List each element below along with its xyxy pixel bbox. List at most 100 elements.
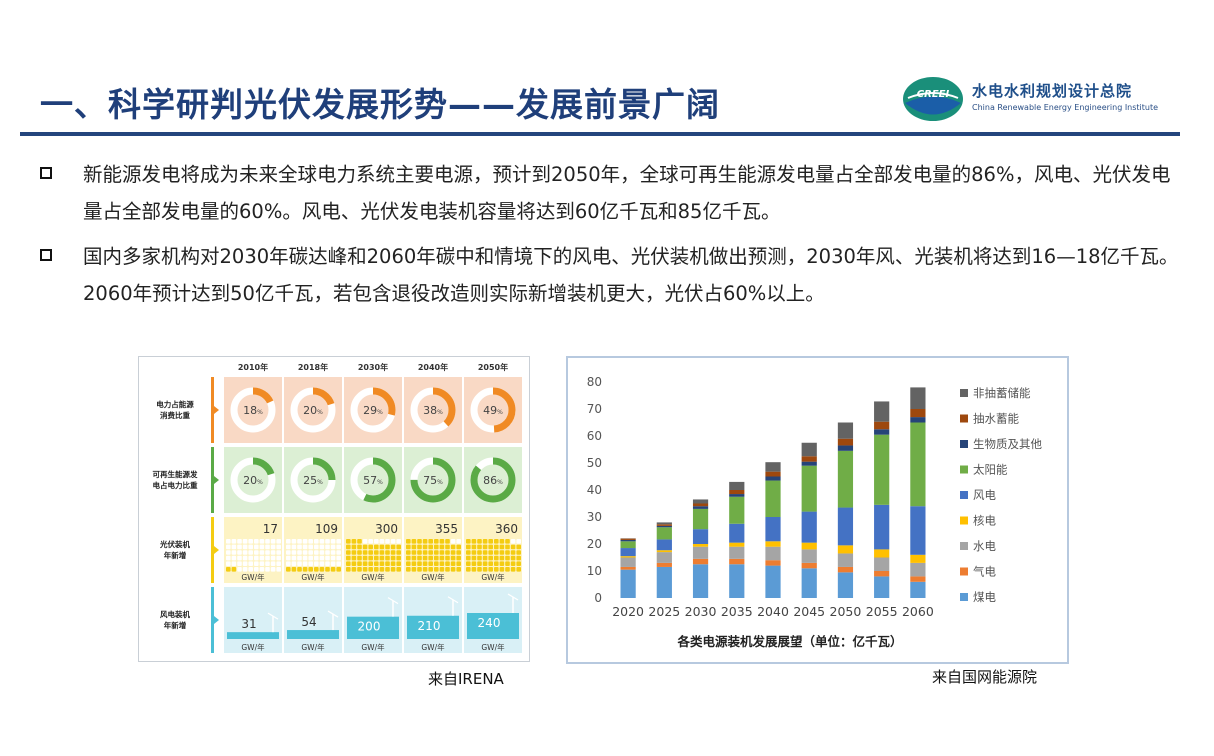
pv-unit-square <box>357 550 362 555</box>
pv-unit-square <box>439 544 445 550</box>
pv-unit-square <box>346 544 351 550</box>
pv-unit-square <box>390 550 396 555</box>
row-label: 可再生能源发 <box>153 469 198 479</box>
pv-unit-square <box>396 567 401 572</box>
row-accent-bar <box>211 377 214 443</box>
pv-unit-square <box>450 550 456 555</box>
pv-unit-square <box>406 561 411 566</box>
bar-segment <box>910 387 926 409</box>
pv-unit-square <box>254 567 259 572</box>
legend-swatch <box>960 440 968 448</box>
pv-unit-square <box>265 544 270 550</box>
pv-unit-square <box>314 544 319 550</box>
pv-unit-square <box>286 555 291 561</box>
pv-unit-square <box>368 561 373 566</box>
pv-unit-square <box>494 567 499 572</box>
pv-unit-square <box>445 550 450 555</box>
wind-capacity-bar <box>227 632 279 639</box>
pv-unit-square <box>286 550 291 555</box>
pv-unit-square <box>494 550 499 555</box>
pv-unit-square <box>385 567 390 572</box>
pv-unit-square <box>450 567 456 572</box>
pv-unit-square <box>510 555 516 561</box>
pv-value: 355 <box>435 522 458 536</box>
pv-unit-square <box>242 561 248 566</box>
pv-unit-square <box>510 544 516 550</box>
bar-segment <box>729 546 745 559</box>
pv-unit-square <box>456 567 461 572</box>
pv-unit-square <box>286 567 291 572</box>
pv-unit-square <box>291 544 297 550</box>
bar-segment <box>765 541 781 547</box>
pv-unit-square <box>510 567 516 572</box>
legend-swatch <box>960 516 968 525</box>
bar-segment <box>656 562 672 567</box>
legend-label: 生物质及其他 <box>973 437 1042 451</box>
legend-label: 水电 <box>973 539 996 553</box>
pv-unit-square <box>291 567 297 572</box>
wind-capacity-bar <box>287 630 339 639</box>
bar-segment <box>801 542 817 550</box>
pv-unit-square <box>499 567 505 572</box>
bar-segment <box>801 461 817 466</box>
pv-unit-square <box>336 561 341 566</box>
pv-value: 17 <box>263 522 278 536</box>
source-caption-sgcc: 来自国网能源院 <box>932 668 1038 686</box>
pv-unit-square <box>270 567 276 572</box>
donut-unit: % <box>257 409 263 416</box>
pv-unit-square <box>325 561 330 566</box>
bar-segment <box>692 506 709 509</box>
wind-value: 210 <box>418 619 441 633</box>
pv-unit-square <box>466 550 471 555</box>
pv-unit-square <box>362 561 368 566</box>
pv-unit-square <box>297 550 302 555</box>
pv-unit-square <box>411 550 417 555</box>
pv-unit-square <box>325 555 330 561</box>
pv-unit-square <box>456 550 461 555</box>
pv-unit-square <box>231 561 237 566</box>
bar-segment <box>692 499 709 504</box>
unit-label: GW/年 <box>481 642 505 652</box>
row-label: 电力占能源 <box>156 399 194 409</box>
pv-unit-square <box>248 567 253 572</box>
pv-unit-square <box>406 539 411 544</box>
pv-unit-square <box>330 555 336 561</box>
pv-unit-square <box>456 561 461 566</box>
pv-unit-square <box>357 567 362 572</box>
y-tick-label: 40 <box>587 483 602 497</box>
bar-segment <box>729 494 745 497</box>
bar-segment <box>801 465 817 512</box>
pv-unit-square <box>456 539 461 544</box>
pv-unit-square <box>308 544 313 550</box>
pv-unit-square <box>385 550 390 555</box>
pv-unit-square <box>471 550 477 555</box>
donut-unit: % <box>497 409 503 416</box>
pv-unit-square <box>368 544 373 550</box>
pv-unit-square <box>302 550 308 555</box>
bar-segment <box>910 409 926 418</box>
bar-segment <box>801 456 817 462</box>
pv-unit-square <box>231 555 237 561</box>
pv-unit-square <box>390 561 396 566</box>
legend-swatch <box>960 414 968 423</box>
chart-title: 各类电源装机发展展望（单位：亿千瓦） <box>676 634 902 649</box>
pv-unit-square <box>494 544 499 550</box>
pv-unit-square <box>330 544 336 550</box>
pv-unit-square <box>505 550 510 555</box>
bar-segment <box>729 490 745 495</box>
pv-unit-square <box>428 555 433 561</box>
row-label: 年新增 <box>164 620 187 630</box>
pv-unit-square <box>417 567 422 572</box>
pv-unit-square <box>482 561 488 566</box>
pv-unit-square <box>368 567 373 572</box>
pv-unit-square <box>351 539 357 544</box>
pv-unit-square <box>286 539 291 544</box>
wind-capacity-bar <box>347 616 399 639</box>
pv-unit-square <box>351 561 357 566</box>
pv-unit-square <box>330 567 336 572</box>
pv-unit-square <box>265 539 270 544</box>
bar-segment <box>874 504 890 550</box>
pv-unit-square <box>291 555 297 561</box>
donut-fill <box>230 457 276 503</box>
